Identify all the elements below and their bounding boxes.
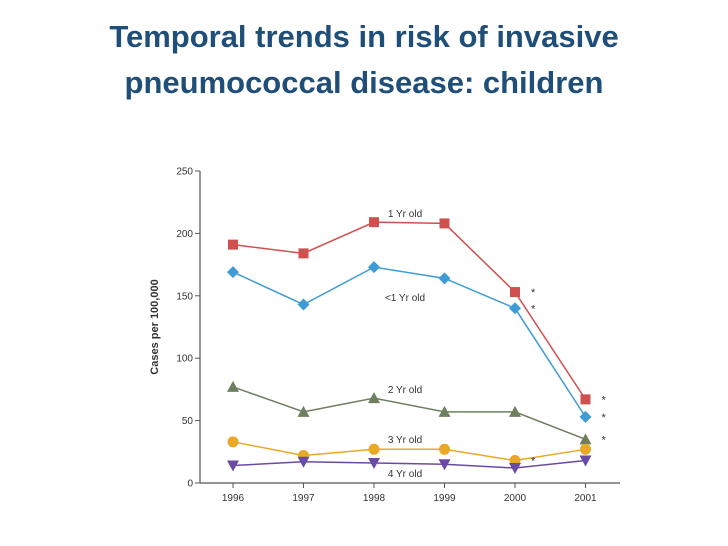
data-point <box>579 455 592 467</box>
chart-series-lines <box>232 221 587 469</box>
data-point <box>509 302 521 315</box>
data-point <box>297 298 310 311</box>
data-point <box>227 460 239 472</box>
series-label: 1 Yr old <box>388 209 422 220</box>
slide-title-line-1: Temporal trends in risk of invasive <box>109 19 619 54</box>
data-point <box>227 436 239 448</box>
significance-asterisk: * <box>602 412 607 424</box>
y-tick-label: 250 <box>176 167 193 178</box>
data-point <box>579 433 592 445</box>
data-point <box>368 458 380 470</box>
y-tick-label: 50 <box>182 416 194 427</box>
series-line <box>232 441 586 462</box>
data-point <box>580 443 591 455</box>
data-point <box>227 266 239 279</box>
significance-asterisk: * <box>531 456 536 468</box>
data-point <box>369 217 379 228</box>
data-point <box>510 287 520 298</box>
x-tick-label: 2000 <box>504 493 527 504</box>
data-point <box>228 239 238 250</box>
data-point <box>368 392 380 404</box>
series-label: 2 Yr old <box>388 385 422 396</box>
data-point <box>438 459 451 471</box>
chart-axes: 0 50 100 150 200 250 1996 1997 1998 1999 2000 2001 C… <box>149 167 620 504</box>
significance-asterisk: * <box>602 394 607 406</box>
data-point <box>368 261 380 274</box>
data-point <box>298 248 309 259</box>
series-line <box>232 459 586 469</box>
x-tick-label: 1997 <box>292 493 315 504</box>
significance-asterisk: * <box>602 434 607 446</box>
series-line <box>232 386 586 441</box>
data-point <box>580 394 591 405</box>
y-tick-label: 0 <box>187 479 193 490</box>
data-point <box>438 272 451 285</box>
y-tick-label: 200 <box>176 229 193 240</box>
chart-series-markers: * * * * * * <box>227 217 607 475</box>
y-tick-label: 150 <box>176 291 193 302</box>
series-line <box>232 221 587 400</box>
x-tick-label: 1996 <box>222 493 245 504</box>
data-point <box>509 463 521 475</box>
series-label: <1 Yr old <box>385 293 425 304</box>
series-line <box>232 266 587 418</box>
data-point <box>579 410 592 423</box>
data-point <box>368 443 380 455</box>
series-label: 4 Yr old <box>388 469 422 480</box>
x-tick-label: 2001 <box>574 493 597 504</box>
series-label: 3 Yr old <box>388 435 422 446</box>
data-point <box>438 405 451 417</box>
x-tick-label: 1999 <box>433 493 456 504</box>
significance-asterisk: * <box>531 303 536 315</box>
data-point <box>509 405 521 417</box>
chart-series-labels: 1 Yr old <1 Yr old 2 Yr old 3 Yr old 4 Yr ol… <box>385 209 425 480</box>
y-tick-label: 100 <box>176 354 193 365</box>
data-point <box>439 443 450 455</box>
slide-title-line-2: pneumococcal disease: children <box>124 65 604 100</box>
x-tick-label: 1998 <box>363 493 386 504</box>
data-point <box>227 380 239 392</box>
data-point <box>297 456 310 468</box>
y-axis-label: Cases per 100,000 <box>149 279 161 374</box>
significance-asterisk: * <box>531 287 536 299</box>
slide-title: Temporal trends in risk of invasive pneu… <box>40 14 688 106</box>
data-point <box>439 218 450 229</box>
data-point <box>297 405 310 417</box>
